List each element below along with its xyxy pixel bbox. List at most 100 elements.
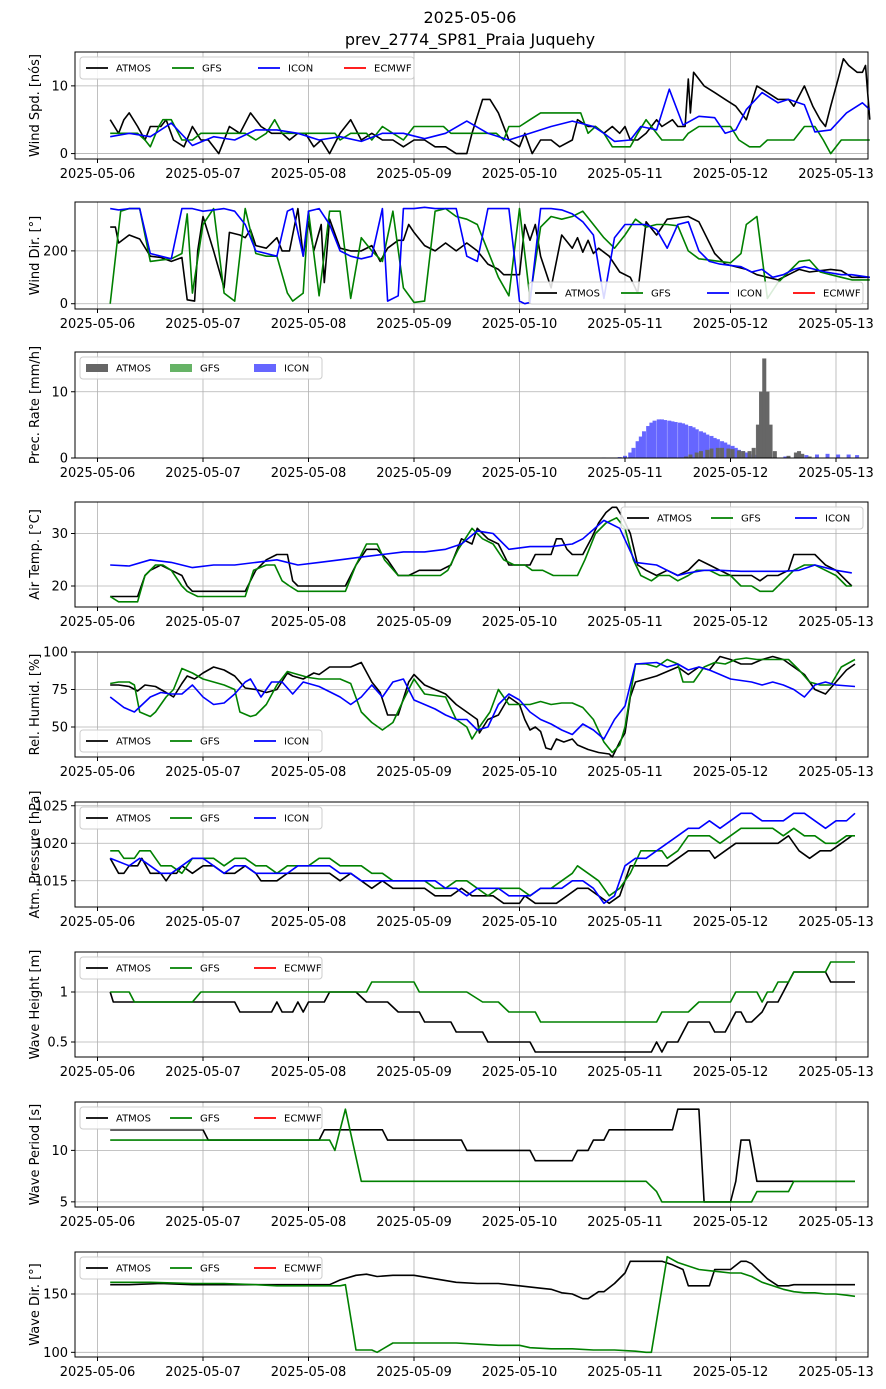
axes-frame	[74, 351, 869, 459]
plot-marks	[109, 961, 855, 1053]
legend-box	[79, 729, 323, 753]
x-tick-label: 2025-05-08	[271, 167, 347, 182]
figure-title-date: 2025-05-06	[424, 8, 517, 27]
x-tick-label: 2025-05-07	[165, 466, 241, 481]
x-tick-label: 2025-05-13	[798, 317, 874, 332]
y-tick-label: 0	[60, 452, 68, 467]
bar-atmos	[698, 451, 703, 459]
axes-frame	[74, 1101, 869, 1208]
legend: ATMOS GFS ICON	[79, 356, 323, 380]
series-line-atmos	[109, 835, 853, 905]
axes-frame	[74, 801, 869, 908]
y-tick-label: 20	[51, 580, 68, 595]
series-line-atmos	[109, 58, 871, 155]
y-tick-label: 10	[51, 79, 68, 94]
legend-box	[79, 806, 323, 830]
plot-marks	[110, 1108, 855, 1203]
x-tick-label: 2025-05-06	[60, 765, 136, 780]
axes-frame	[74, 951, 869, 1058]
legend-box	[79, 1106, 323, 1130]
x-tick-label: 2025-05-07	[165, 615, 241, 630]
legend-box	[528, 281, 864, 305]
x-tick-label: 2025-05-11	[587, 915, 663, 930]
y-tick-label: 100	[43, 646, 68, 661]
x-tick-label: 2025-05-12	[693, 765, 769, 780]
x-tick-label: 2025-05-06	[60, 1065, 136, 1080]
x-tick-label: 2025-05-09	[376, 1065, 452, 1080]
legend-label-icon: ICON	[825, 514, 850, 525]
panel-8: 2025-05-06 2025-05-07 2025-05-08 2025-05-09…	[28, 1101, 874, 1230]
x-tick-label: 2025-05-09	[376, 915, 452, 930]
x-tick-label: 2025-05-08	[271, 1365, 347, 1380]
bar-atmos	[720, 447, 725, 459]
y-axis-label: Wind Dir. [°]	[28, 216, 43, 296]
bar-icon	[825, 453, 830, 459]
bar-icon	[673, 422, 678, 459]
legend-label-atmos: ATMOS	[116, 814, 151, 825]
legend-label-gfs: GFS	[200, 1264, 220, 1275]
x-tick-label: 2025-05-12	[693, 1365, 769, 1380]
legend-label-ecmwf: ECMWF	[284, 1264, 322, 1275]
axes-frame	[74, 651, 869, 758]
x-tick-label: 2025-05-08	[271, 615, 347, 630]
x-tick-label: 2025-05-06	[60, 167, 136, 182]
legend-label-atmos: ATMOS	[116, 1114, 151, 1125]
x-tick-label: 2025-05-08	[271, 1215, 347, 1230]
legend-label-icon: ICON	[284, 814, 309, 825]
y-tick-label: 1015	[35, 874, 68, 889]
series-line-icon	[110, 206, 870, 305]
series-line-atmos	[110, 506, 853, 598]
bar-atmos	[715, 447, 720, 459]
chart-panels: 2025-05-06 2025-05-07 2025-05-08 2025-05-09…	[28, 51, 874, 1380]
y-axis-label: Rel. Humid. [%]	[28, 654, 43, 756]
series-line-gfs	[110, 827, 855, 897]
series-line-gfs	[110, 961, 855, 1023]
x-tick-label: 2025-05-07	[165, 1215, 241, 1230]
x-tick-label: 2025-05-09	[376, 615, 452, 630]
y-axis-label: Wave Period [s]	[28, 1104, 43, 1205]
legend-box	[79, 956, 323, 980]
x-tick-label: 2025-05-11	[587, 466, 663, 481]
legend: ATMOS GFS ECMWF	[79, 1256, 323, 1280]
y-tick-label: 0	[60, 297, 68, 312]
x-tick-label: 2025-05-13	[798, 1365, 874, 1380]
plot-marks	[109, 58, 871, 155]
x-tick-label: 2025-05-12	[693, 167, 769, 182]
x-tick-label: 2025-05-06	[60, 915, 136, 930]
panel-2: 2025-05-06 2025-05-07 2025-05-08 2025-05-09…	[28, 201, 874, 332]
legend-label-gfs: GFS	[741, 514, 761, 525]
x-tick-label: 2025-05-12	[693, 915, 769, 930]
y-tick-label: 30	[51, 527, 68, 542]
y-tick-label: 5	[60, 1195, 68, 1210]
x-tick-label: 2025-05-07	[165, 317, 241, 332]
y-axis-label: Wave Dir. [°]	[28, 1263, 43, 1346]
y-tick-label: 1	[60, 986, 68, 1001]
x-tick-label: 2025-05-11	[587, 167, 663, 182]
x-tick-label: 2025-05-08	[271, 765, 347, 780]
bar-atmos	[726, 448, 731, 459]
y-axis-label: Wind Spd. [nós]	[28, 54, 43, 157]
figure-title-station: prev_2774_SP81_Praia Juquehy	[345, 30, 595, 50]
legend-label-atmos: ATMOS	[116, 364, 151, 375]
x-tick-label: 2025-05-11	[587, 765, 663, 780]
legend: ATMOS GFS ICON ECMWF	[79, 56, 415, 80]
legend-label-ecmwf: ECMWF	[374, 64, 412, 75]
x-tick-label: 2025-05-07	[165, 1065, 241, 1080]
x-tick-label: 2025-05-10	[482, 167, 558, 182]
bar-atmos	[730, 449, 735, 459]
y-tick-label: 100	[43, 1346, 68, 1361]
legend-label-atmos: ATMOS	[116, 1264, 151, 1275]
y-tick-label: 50	[51, 721, 68, 736]
axes-frame	[74, 201, 869, 310]
y-axis-label: Atm. Pressure [hPa]	[28, 791, 43, 919]
x-tick-label: 2025-05-11	[587, 1365, 663, 1380]
legend-label-gfs: GFS	[200, 964, 220, 975]
x-tick-label: 2025-05-11	[587, 1065, 663, 1080]
x-tick-label: 2025-05-06	[60, 615, 136, 630]
legend-label-icon: ICON	[288, 64, 313, 75]
x-tick-label: 2025-05-06	[60, 1365, 136, 1380]
series-line-gfs	[109, 207, 870, 304]
y-axis-label: Wave Height [m]	[28, 950, 43, 1060]
bar-atmos	[694, 452, 699, 459]
x-tick-label: 2025-05-08	[271, 1065, 347, 1080]
